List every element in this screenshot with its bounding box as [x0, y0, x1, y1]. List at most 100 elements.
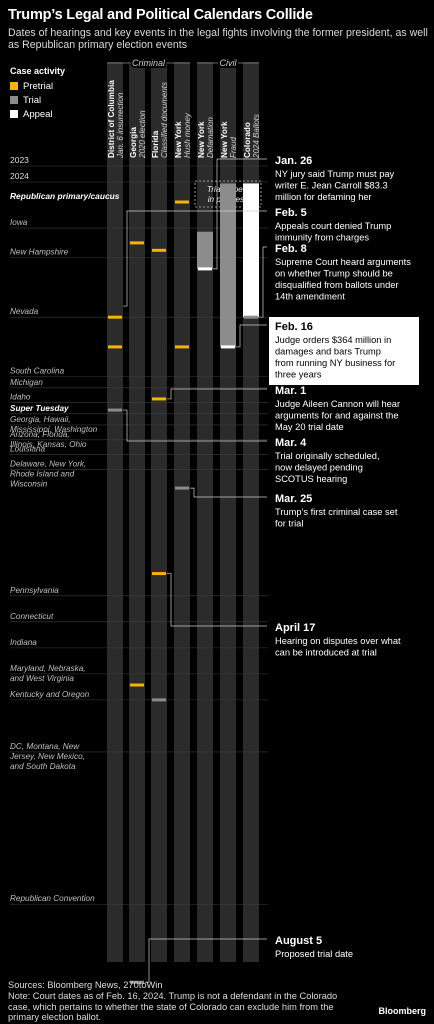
event-mark-6 [152, 248, 166, 252]
primary-label-1: New Hampshire [10, 248, 69, 257]
annotation-text-1: Appeals court denied Trump immunity from … [275, 221, 391, 243]
primary-label-line: Republican Convention [10, 894, 95, 903]
primary-label-14: Maryland, Nebraska, and West Virginia [10, 664, 86, 683]
annotation-text-line: May 20 trial date [275, 422, 344, 432]
annotation-text-2: Supreme Court heard arguments on whether … [275, 257, 411, 302]
legend-heading: Case activity [10, 66, 66, 76]
primary-label-3: South Carolina [10, 367, 65, 376]
primary-label-16: DC, Montana, New Jersey, New Mexico, and S… [9, 742, 85, 771]
case-sub-6: 2024 Ballots [252, 114, 261, 159]
event-mark-10 [175, 200, 189, 204]
legend-swatch-pretrial [10, 82, 18, 90]
annotation-text-line: arguments for and against the [275, 411, 399, 421]
primary-label-line: Jersey, New Mexico, [9, 752, 85, 761]
event-mark-1 [108, 345, 122, 349]
legend-item-appeal: Appeal [10, 109, 53, 120]
case-sub-2: Classified documents [160, 82, 169, 158]
event-range-15 [220, 183, 236, 347]
case-name-4: New York [197, 121, 206, 158]
annotation-highlight-3 [269, 317, 419, 385]
primary-label-line: Mississippi, Washington [10, 425, 98, 434]
primary-label-13: Indiana [10, 638, 37, 647]
primary-label-8: Arizona, Florida, Illinois, Kansas, Ohio [9, 430, 87, 449]
annotation-text-line: immunity from charges [275, 233, 369, 243]
annotation-text-line: SCOTUS hearing [275, 474, 347, 484]
annotation-text-6: Trump’s first criminal case set for trial [275, 507, 398, 529]
primary-label-line: Georgia, Hawaii, [10, 415, 71, 424]
event-mark-14 [198, 267, 212, 271]
annotation-leader-6 [190, 487, 267, 498]
primary-label-12: Connecticut [10, 612, 54, 621]
annotation-leader-4 [167, 388, 267, 400]
legend-item-trial: Trial [10, 95, 41, 106]
annotation-leader-2 [259, 246, 267, 318]
primary-label-line: Maryland, Nebraska, [10, 664, 86, 673]
case-name-3: New York [174, 121, 183, 158]
primary-label-line: Super Tuesday [10, 404, 69, 413]
annotation-text-line: Appeals court denied Trump [275, 221, 391, 231]
primary-label-line: Wisconsin [10, 480, 48, 489]
primary-label-line: Delaware, New York, [10, 460, 86, 469]
primary-label-line: and South Dakota [10, 762, 76, 771]
event-mark-2 [108, 408, 122, 412]
event-mark-0 [108, 315, 122, 319]
annotation-text-line: disqualified from ballots under [275, 280, 399, 290]
event-mark-4 [130, 683, 144, 687]
case-column-3 [174, 62, 190, 962]
case-column-0 [107, 62, 123, 962]
annotation-title-5: Mar. 4 [275, 437, 307, 449]
primary-label-0: Iowa [10, 218, 28, 227]
annotation-text-line: on whether Trump should be [275, 269, 393, 279]
primary-label-2: Nevada [10, 307, 39, 316]
note-text: Note: Court dates as of Feb. 16, 2024. T… [8, 990, 338, 1023]
annotation-text-4: Judge Aileen Cannon will hear arguments f… [275, 399, 400, 432]
case-name-2: Florida [151, 130, 160, 158]
primary-label-line: South Carolina [10, 367, 65, 376]
annotation-leader-3 [236, 324, 267, 348]
primary-label-11: Pennsylvania [10, 586, 59, 595]
primary-label-line: New Hampshire [10, 248, 69, 257]
annotation-text-line: Judge orders $364 million in [275, 335, 391, 345]
annotation-text-line: writer E. Jean Carroll $83.3 [274, 181, 388, 191]
primary-label-6: Super Tuesday [10, 404, 69, 413]
case-name-0: District of Columbia [107, 80, 116, 158]
annotation-title-6: Mar. 25 [275, 493, 312, 505]
annotation-text-line: Trump’s first criminal case set [275, 507, 398, 517]
primary-label-15: Kentucky and Oregon [10, 690, 90, 699]
case-name-6: Colorado [243, 122, 252, 158]
primary-label-7: Georgia, Hawaii, Mississippi, Washington [10, 415, 98, 434]
primary-label-line: Illinois, Kansas, Ohio [10, 440, 87, 449]
annotation-title-0: Jan. 26 [275, 155, 312, 167]
primary-label-line: Kentucky and Oregon [10, 690, 90, 699]
case-name-1: Georgia [129, 127, 138, 158]
event-mark-9 [152, 698, 166, 702]
footer-notes: Sources: Bloomberg News, 270toWin Note: … [8, 980, 348, 1023]
annotation-text-line: NY jury said Trump must pay [275, 169, 395, 179]
annotation-text-line: million for defaming her [275, 192, 372, 202]
annotation-leader-5 [123, 409, 267, 442]
annotation-title-3: Feb. 16 [275, 321, 313, 333]
annotation-text-line: can be introduced at trial [275, 648, 377, 658]
annotation-leader-8 [145, 938, 267, 983]
annotation-title-8: August 5 [275, 935, 322, 947]
event-range-13 [197, 231, 213, 269]
event-range-17 [243, 183, 259, 318]
annotation-text-line: for trial [275, 519, 303, 529]
annotation-text-0: NY jury said Trump must pay writer E. Jea… [274, 169, 395, 202]
event-mark-3 [130, 241, 144, 245]
primary-heading: Republican primary/caucus [10, 191, 120, 201]
case-column-2 [151, 62, 167, 962]
primary-label-line: DC, Montana, New [10, 742, 80, 751]
event-mark-8 [152, 572, 166, 576]
annotation-text-line: now delayed pending [275, 463, 363, 473]
annotation-leader-0 [213, 158, 267, 270]
annotation-text-line: Supreme Court heard arguments [275, 257, 411, 267]
chart-subtitle: Dates of hearings and key events in the … [8, 27, 428, 51]
annotation-text-line: Trial originally scheduled, [275, 451, 380, 461]
primary-label-line: Indiana [10, 638, 37, 647]
primary-label-line: Michigan [10, 378, 43, 387]
chart-title: Trump’s Legal and Political Calendars Co… [8, 7, 313, 23]
legend-swatch-trial [10, 96, 18, 104]
case-column-1 [129, 62, 145, 962]
primary-label-9: Louisiana [10, 445, 45, 454]
